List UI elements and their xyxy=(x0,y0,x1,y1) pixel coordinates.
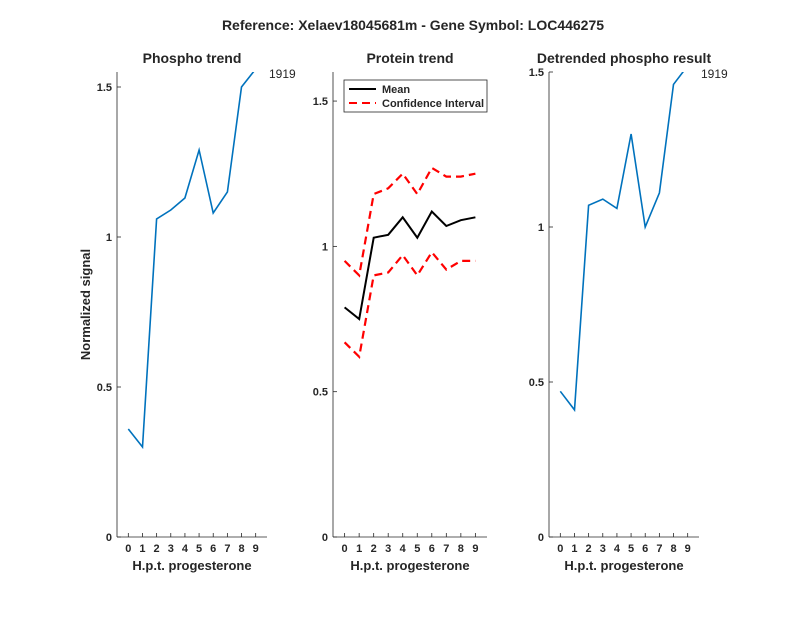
figure-suptitle: Reference: Xelaev18045681m - Gene Symbol… xyxy=(222,17,604,33)
protein-y-tick-label: 0.5 xyxy=(313,387,328,399)
protein-x-tick-label: 6 xyxy=(429,543,435,555)
phospho-x-tick-label: 2 xyxy=(154,543,160,555)
protein-x-tick-label: 5 xyxy=(414,543,420,555)
detrended-x-tick-label: 6 xyxy=(642,543,648,555)
phospho-x-axis-label: H.p.t. progesterone xyxy=(132,558,251,573)
protein-x-axis-label: H.p.t. progesterone xyxy=(350,558,469,573)
protein-x-tick-label: 7 xyxy=(443,543,449,555)
phospho-y-tick-label: 1 xyxy=(106,232,112,244)
detrended-x-tick-label: 0 xyxy=(557,543,563,555)
detrended-x-tick-label: 3 xyxy=(600,543,606,555)
protein-y-tick-label: 1.5 xyxy=(313,96,328,108)
phospho-x-tick-label: 7 xyxy=(224,543,230,555)
phospho-y-tick-label: 0 xyxy=(106,532,112,544)
phospho-x-tick-label: 5 xyxy=(196,543,202,555)
protein-x-tick-label: 0 xyxy=(342,543,348,555)
phospho-x-tick-label: 8 xyxy=(238,543,244,555)
protein-x-tick-label: 9 xyxy=(472,543,478,555)
legend-entry-0: Mean xyxy=(382,84,410,96)
phospho-x-tick-label: 4 xyxy=(182,543,189,555)
detrended-x-tick-label: 5 xyxy=(628,543,634,555)
detrended-y-tick-label: 1.5 xyxy=(529,67,544,79)
phospho-x-tick-label: 1 xyxy=(139,543,145,555)
protein-x-tick-label: 4 xyxy=(400,543,407,555)
phospho-x-tick-label: 3 xyxy=(168,543,174,555)
legend-entry-1: Confidence Interval xyxy=(382,98,484,110)
detrended-x-tick-label: 9 xyxy=(685,543,691,555)
detrended-x-tick-label: 8 xyxy=(670,543,676,555)
detrended-title: Detrended phospho result xyxy=(537,50,712,66)
legend-box xyxy=(343,79,488,113)
detrended-x-tick-label: 2 xyxy=(586,543,592,555)
protein-legend: Mean Confidence Interval xyxy=(343,79,488,113)
phospho-annotation: 1919 xyxy=(269,67,296,81)
phospho-x-tick-label: 9 xyxy=(253,543,259,555)
detrended-y-tick-label: 0.5 xyxy=(529,377,544,389)
phospho-y-axis-label: Normalized signal xyxy=(78,249,93,360)
detrended-y-tick-label: 1 xyxy=(538,222,544,234)
detrended-series-line-0 xyxy=(559,72,684,413)
detrended-x-axis-label: H.p.t. progesterone xyxy=(564,558,683,573)
phospho-series-line-0 xyxy=(127,72,255,450)
protein-y-tick-label: 1 xyxy=(322,241,328,253)
phospho-x-tick-label: 0 xyxy=(125,543,131,555)
protein-x-tick-label: 1 xyxy=(356,543,362,555)
detrended-x-tick-label: 4 xyxy=(614,543,621,555)
protein-y-tick-label: 0 xyxy=(322,532,328,544)
protein-series-line-0 xyxy=(343,209,476,321)
phospho-y-tick-label: 1.5 xyxy=(97,82,112,94)
protein-title: Protein trend xyxy=(366,50,453,66)
detrended-x-tick-label: 1 xyxy=(571,543,577,555)
detrended-x-tick-label: 7 xyxy=(656,543,662,555)
protein-x-tick-label: 2 xyxy=(371,543,377,555)
phospho-title: Phospho trend xyxy=(143,50,242,66)
detrended-annotation: 1919 xyxy=(701,67,728,81)
detrended-y-tick-label: 0 xyxy=(538,532,544,544)
protein-series-line-2 xyxy=(343,250,476,360)
phospho-y-tick-label: 0.5 xyxy=(97,382,112,394)
phospho-x-tick-label: 6 xyxy=(210,543,216,555)
protein-x-tick-label: 8 xyxy=(458,543,464,555)
protein-x-tick-label: 3 xyxy=(385,543,391,555)
